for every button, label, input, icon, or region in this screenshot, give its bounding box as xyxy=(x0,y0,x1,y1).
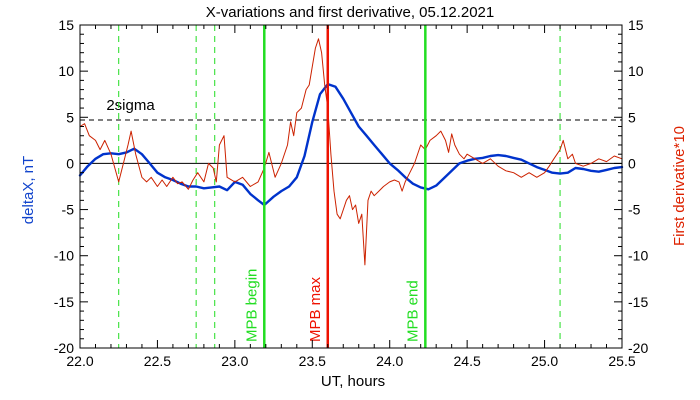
y-tick-label-left-6: -15 xyxy=(54,294,74,310)
marker-label-2: MPB end xyxy=(404,280,421,342)
series-line-derivative xyxy=(79,38,623,266)
x-tick-label-2: 23.0 xyxy=(221,353,248,369)
y-tick-label-left-3: 0 xyxy=(66,155,74,171)
y-tick-label-left-2: 5 xyxy=(66,109,74,125)
y-tick-label-right-7: -20 xyxy=(628,340,648,356)
y-tick-label-right-2: 5 xyxy=(628,109,636,125)
x-tick-label-1: 22.5 xyxy=(144,353,171,369)
y-tick-label-left-1: 10 xyxy=(58,63,74,79)
marker-label-0: MPB begin xyxy=(243,269,260,342)
x-tick-label-0: 22.0 xyxy=(66,353,93,369)
x-tick-label-3: 23.5 xyxy=(299,353,326,369)
y-tick-label-right-0: 15 xyxy=(628,17,644,33)
y-tick-label-left-4: -5 xyxy=(62,202,75,218)
y-tick-label-left-0: 15 xyxy=(58,17,74,33)
y-tick-label-right-4: -5 xyxy=(628,202,641,218)
y-tick-label-right-6: -15 xyxy=(628,294,648,310)
x-tick-label-7: 25.5 xyxy=(608,353,635,369)
plot-frame xyxy=(79,24,623,349)
chart-title: X-variations and first derivative, 05.12… xyxy=(206,4,495,21)
sigma-label: 2sigma xyxy=(106,97,155,114)
x-tick-label-5: 24.5 xyxy=(454,353,481,369)
y-tick-label-left-7: -20 xyxy=(54,340,74,356)
y-tick-label-right-1: 10 xyxy=(628,63,644,79)
x-tick-label-4: 24.0 xyxy=(376,353,403,369)
x-tick-label-6: 25.0 xyxy=(531,353,558,369)
y-tick-label-left-5: -10 xyxy=(54,248,74,264)
y-axis-label-right: First derivative*10 xyxy=(671,126,688,246)
y-tick-label-right-3: 0 xyxy=(628,155,636,171)
y-axis-label-left: deltaX, nT xyxy=(20,156,37,224)
plot-area: 2sigma MPB begin MPB max MPB end 15 15 10 10 5 5 0… xyxy=(54,17,649,369)
y-tick-label-right-5: -10 xyxy=(628,248,648,264)
x-axis-label: UT, hours xyxy=(321,373,385,390)
marker-label-1: MPB max xyxy=(307,276,324,342)
series-line-deltaX xyxy=(78,82,624,207)
